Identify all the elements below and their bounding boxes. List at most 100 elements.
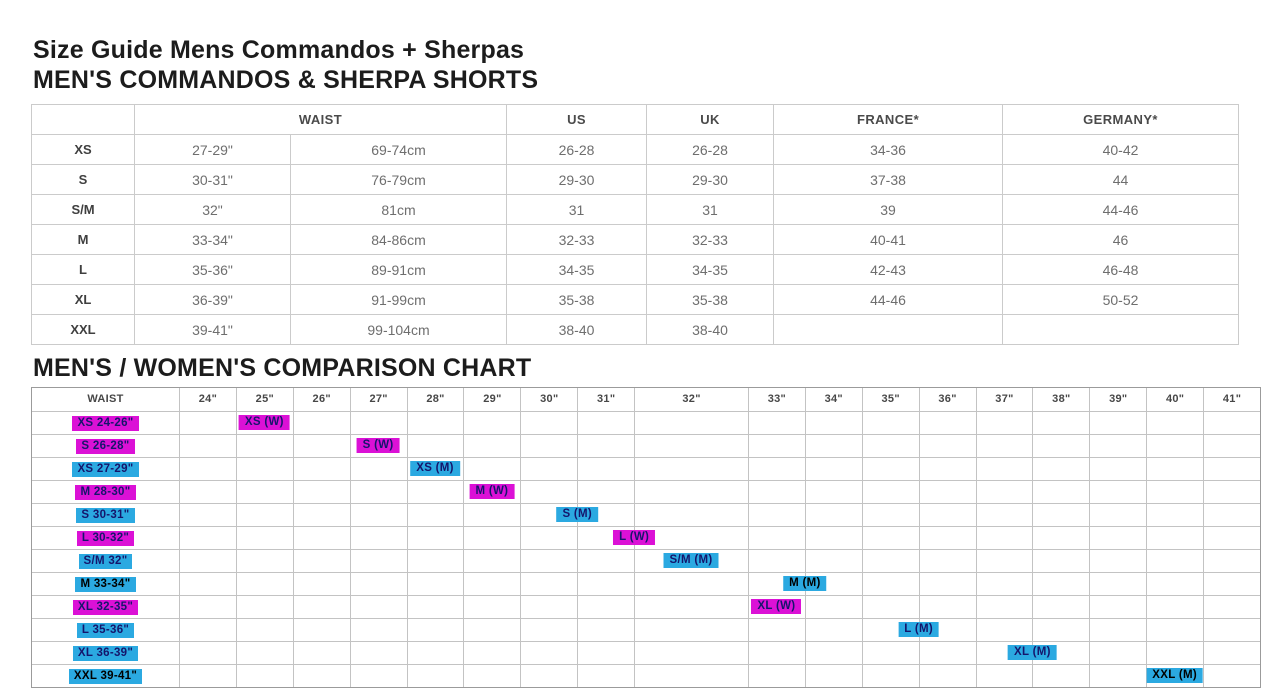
size-cell-waist-cm: 81cm — [289, 194, 508, 225]
chart-bar-men: XXL (M) — [1146, 668, 1204, 683]
chart-grid-cell — [1032, 435, 1089, 457]
chart-data-row: S 30-31" S (M) — [32, 503, 1260, 526]
chart-grid-cell — [1203, 619, 1260, 641]
chart-grid-cell — [406, 550, 464, 572]
size-cell-size: XXL — [31, 314, 135, 345]
chart-grid-cell — [179, 527, 236, 549]
chart-grid-cell — [463, 458, 520, 480]
chart-grid-cell — [406, 458, 464, 480]
chart-grid-cell — [406, 665, 464, 687]
size-cell-waist-inches: 39-41" — [134, 314, 291, 345]
chart-grid-cell — [463, 412, 520, 434]
chart-grid-cell — [349, 481, 407, 503]
chart-grid-cell — [292, 642, 350, 664]
chart-grid-cell — [520, 573, 577, 595]
chart-header-col: 28" — [406, 388, 464, 411]
chart-grid-cell — [804, 458, 862, 480]
chart-header-col: 38" — [1032, 388, 1089, 411]
size-cell-germany: 46-48 — [1002, 254, 1240, 285]
chart-row-label-cell: M 33-34" — [32, 573, 179, 595]
chart-bar-women: S (W) — [356, 438, 400, 453]
chart-row-label-cell: L 30-32" — [32, 527, 179, 549]
size-cell-waist-cm: 99-104cm — [289, 314, 508, 345]
chart-grid-cell — [235, 665, 293, 687]
chart-grid-cell — [918, 550, 976, 572]
chart-grid-cell — [520, 435, 577, 457]
chart-header-col: 26" — [292, 388, 350, 411]
chart-grid-cell — [918, 504, 976, 526]
chart-bar-women: XL (W) — [751, 599, 802, 614]
chart-grid-cell — [349, 550, 407, 572]
chart-bar-men: XL (M) — [1008, 645, 1057, 660]
size-cell-uk: 29-30 — [646, 164, 775, 195]
chart-row-label-cell: XXL 39-41" — [32, 665, 179, 687]
chart-grid-cell — [634, 596, 748, 618]
chart-grid-cell — [292, 619, 350, 641]
size-cell-size: XS — [31, 134, 135, 165]
chart-grid-cell — [235, 527, 293, 549]
size-table-row: XL 36-39" 91-99cm 35-38 35-38 44-46 50-52 — [31, 284, 1240, 315]
size-cell-waist-cm: 84-86cm — [289, 224, 508, 255]
chart-grid-cell — [1203, 481, 1260, 503]
chart-grid-cell — [406, 435, 464, 457]
chart-row-label-cell: S 30-31" — [32, 504, 179, 526]
chart-data-row: S 26-28" S (W) — [32, 434, 1260, 457]
chart-grid-cell — [634, 412, 748, 434]
chart-header-col: 41" — [1203, 388, 1260, 411]
chart-grid-cell — [406, 504, 464, 526]
chart-grid-cell — [634, 435, 748, 457]
chart-header-col: 30" — [520, 388, 577, 411]
chart-grid-cell — [577, 412, 634, 434]
chart-row-label-cell: XL 32-35" — [32, 596, 179, 618]
chart-header-col: 24" — [179, 388, 236, 411]
size-cell-size: S/M — [31, 194, 135, 225]
size-table-body: XS 27-29" 69-74cm 26-28 26-28 34-36 40-42 S 30-3… — [31, 134, 1240, 345]
size-cell-uk: 26-28 — [646, 134, 775, 165]
chart-header-col: 35" — [861, 388, 919, 411]
chart-grid-cell — [349, 504, 407, 526]
chart-grid-cell — [577, 665, 634, 687]
chart-grid-cell — [235, 596, 293, 618]
chart-grid-cell — [520, 527, 577, 549]
chart-grid-cell — [1203, 642, 1260, 664]
chart-grid-cell — [463, 550, 520, 572]
chart-grid-cell — [747, 619, 805, 641]
size-cell-size: S — [31, 164, 135, 195]
chart-row-label-cell: XS 27-29" — [32, 458, 179, 480]
chart-grid-cell — [1032, 573, 1089, 595]
chart-row-label: M 28-30" — [75, 484, 136, 500]
chart-grid-cell — [463, 619, 520, 641]
chart-grid-cell — [349, 458, 407, 480]
chart-grid-cell — [861, 481, 919, 503]
chart-grid-cell — [406, 596, 464, 618]
chart-grid-cell — [1146, 527, 1203, 549]
size-table-header-france: FRANCE* — [773, 104, 1004, 135]
chart-grid-cell — [861, 665, 919, 687]
size-cell-waist-inches: 35-36" — [134, 254, 291, 285]
chart-grid-cell — [577, 481, 634, 503]
chart-grid-cell — [1146, 619, 1203, 641]
chart-grid-cell — [975, 458, 1033, 480]
size-table-header-us: US — [506, 104, 648, 135]
chart-grid-cell — [804, 504, 862, 526]
chart-header-col: 33" — [747, 388, 805, 411]
page-title: Size Guide Mens Commandos + Sherpas — [33, 36, 525, 64]
chart-grid-cell — [577, 619, 634, 641]
chart-grid-cell — [520, 642, 577, 664]
chart-grid-cell — [1089, 596, 1146, 618]
chart-bar-men: XS (M) — [410, 461, 460, 476]
chart-grid-cell — [1203, 665, 1260, 687]
chart-grid-cell — [1146, 435, 1203, 457]
chart-grid-cell — [235, 412, 293, 434]
chart-grid-cell — [1032, 504, 1089, 526]
chart-grid-cell — [804, 665, 862, 687]
chart-grid-cell — [1032, 665, 1089, 687]
chart-grid-cell — [918, 481, 976, 503]
chart-grid-cell — [1089, 435, 1146, 457]
chart-row-label: L 35-36" — [76, 622, 135, 638]
chart-grid-cell — [634, 665, 748, 687]
chart-grid-cell — [463, 435, 520, 457]
chart-grid-cell — [747, 458, 805, 480]
chart-grid-cell — [1089, 550, 1146, 572]
chart-grid-cell — [463, 596, 520, 618]
